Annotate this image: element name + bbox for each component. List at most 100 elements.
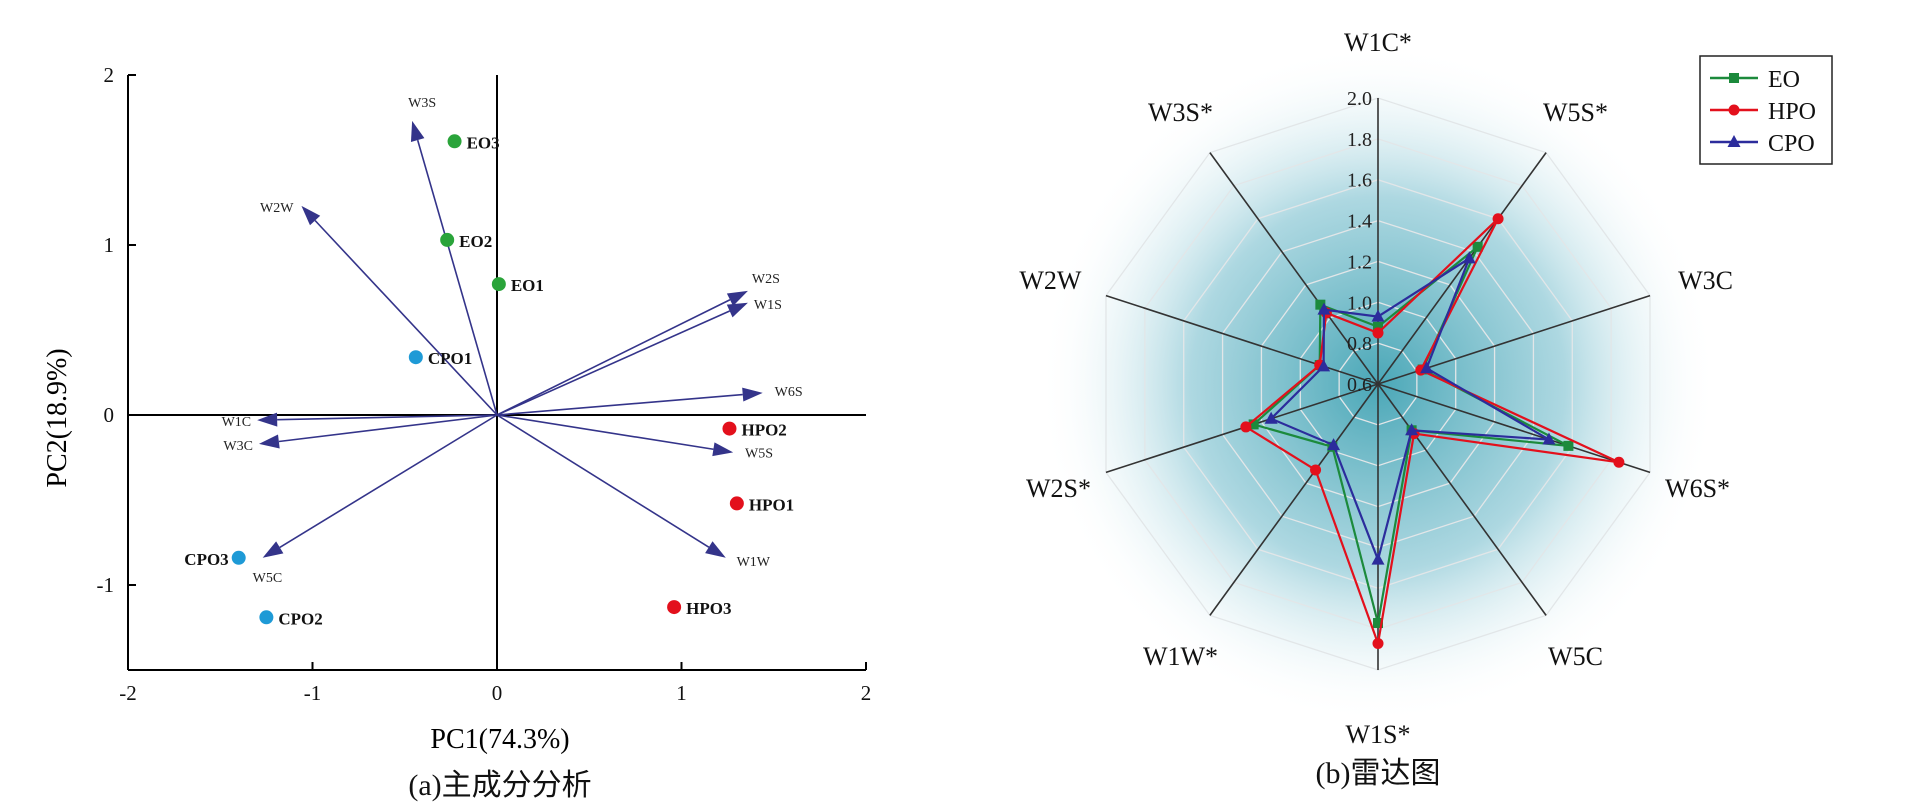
radar-point-hpo: [1372, 327, 1384, 339]
radar-legend-label: CPO: [1768, 131, 1815, 157]
pca-loading-arrow-shaft: [496, 414, 710, 548]
pca-loading-arrow-shaft: [416, 139, 498, 416]
pca-loading-arrow-head: [258, 434, 280, 449]
pca-score-point: [722, 421, 737, 436]
radar-tick-labels: 0.6 0.8 1.0 1.2 1.4 1.6 1.8 2.0: [1347, 88, 1372, 396]
radar-point-cpo: [1371, 309, 1385, 322]
pca-loading-arrow-head: [712, 442, 734, 457]
radar-point-cpo: [1264, 411, 1278, 424]
pca-x-tick-label: 2: [861, 681, 872, 705]
radar-spoke: [1377, 383, 1547, 616]
pca-loading-arrow-shaft: [277, 414, 498, 421]
radar-legend-label: HPO: [1768, 99, 1816, 125]
radar-axis-labels: W1C* W5S* W3C W6S* W5C W1S* W1W* W2S* W2W W3S*: [1019, 28, 1733, 749]
pca-score-point: [440, 232, 455, 247]
pca-loading-label: W5C: [253, 571, 283, 586]
radar-spoke: [1105, 294, 1379, 385]
pca-x-axis-label: PC1(74.3%): [430, 724, 569, 755]
pca-score-label: CPO1: [428, 349, 472, 368]
pca-loading-label: W6S: [775, 385, 803, 400]
pca-loading-label: W1S: [754, 298, 782, 313]
pca-x-tick-label: -2: [119, 681, 137, 705]
radar-legend-marker: [1729, 73, 1739, 83]
pca-score-label: CPO3: [184, 550, 228, 569]
pca-loading-arrow-head: [705, 541, 726, 558]
radar-point-hpo: [1240, 421, 1252, 433]
radar-axis-label: W3S*: [1148, 98, 1213, 127]
pca-loading-arrow-head: [301, 205, 321, 226]
pca-y-tick-label: 2: [104, 63, 115, 87]
pca-plot-area: [80, 45, 895, 728]
pca-score-label: HPO2: [741, 421, 786, 440]
radar-point-hpo: [1613, 456, 1625, 468]
radar-axis-label: W1C*: [1344, 28, 1412, 57]
radar-legend-label: EO: [1768, 67, 1800, 93]
radar-axis-label: W3C: [1678, 266, 1733, 295]
pca-score-label: HPO3: [686, 599, 731, 618]
pca-loading-arrow-head: [257, 412, 278, 427]
radar-point-cpo: [1317, 359, 1331, 372]
radar-point-hpo: [1372, 637, 1384, 649]
radar-tick-label: 1.8: [1347, 129, 1372, 151]
pca-loading-arrow-head: [742, 387, 763, 402]
radar-point-eo: [1373, 618, 1383, 629]
pca-loading-label: W3S: [408, 96, 436, 111]
pca-loading-label: W3C: [223, 439, 253, 454]
pca-loading-arrow-shaft: [496, 310, 730, 416]
radar-point-eo: [1472, 241, 1483, 252]
radar-chart: 0.6 0.8 1.0 1.2 1.4 1.6 1.8 2.0 W1C* W5S* W3C W6S*…: [995, 12, 1855, 749]
pca-x-tick-label: -1: [304, 681, 322, 705]
pca-loading-label: W5S: [745, 447, 773, 462]
radar-legend: EO HPO CPO: [1699, 55, 1833, 165]
radar-point-cpo: [1405, 423, 1419, 436]
radar-point-eo: [1248, 419, 1259, 430]
radar-tick-label: 1.4: [1347, 211, 1372, 233]
radar-point-cpo: [1420, 361, 1434, 374]
radar-axis-label: W6S*: [1665, 474, 1730, 503]
pca-loading-label: W2W: [260, 201, 294, 216]
pca-loading-label: W2S: [752, 272, 780, 287]
pca-x-tick-label: 1: [676, 681, 687, 705]
radar-axis-label: W2S*: [1026, 474, 1091, 503]
radar-point-cpo: [1462, 251, 1476, 264]
radar-tick-label: 1.0: [1347, 292, 1372, 314]
radar-point-cpo: [1371, 552, 1385, 565]
pca-y-tick-label: -1: [97, 573, 115, 597]
pca-score-label: EO1: [511, 276, 544, 295]
pca-score-point: [491, 277, 506, 292]
radar-point-cpo: [1317, 302, 1331, 315]
pca-score-point: [667, 600, 682, 615]
radar-axis-label: W2W: [1019, 266, 1082, 295]
radar-tick-label: 0.6: [1347, 374, 1372, 396]
radar-point-cpo: [1542, 432, 1556, 445]
caption-pca: (a)主成分分析: [408, 769, 592, 802]
radar-tick-label: 1.6: [1347, 170, 1372, 192]
radar-tick-label: 1.2: [1347, 251, 1372, 273]
pca-y-tick-label: 0: [104, 403, 115, 427]
radar-axis-label: W5C: [1548, 642, 1603, 671]
pca-score-point: [259, 610, 274, 625]
radar-point-cpo: [1327, 438, 1341, 451]
pca-score-point: [447, 134, 462, 149]
radar-tick-label: 0.8: [1347, 333, 1372, 355]
radar-point-eo: [1373, 321, 1383, 332]
pca-loading-arrow-head: [726, 290, 748, 307]
pca-score-points: EO3 EO2 EO1 CPO1 CPO3 CPO2 HPO2 HPO1 HPO3: [184, 133, 794, 628]
radar-point-hpo: [1310, 464, 1322, 476]
radar-point-eo: [1563, 440, 1574, 451]
radar-spoke: [1209, 152, 1379, 385]
pca-loading-arrow-head: [410, 120, 425, 143]
pca-loading-arrow-head: [262, 541, 284, 558]
pca-loading-arrow-shaft: [496, 299, 731, 416]
radar-legend-marker: [1728, 104, 1740, 116]
pca-score-label: HPO1: [749, 495, 794, 514]
pca-loading-label: W1W: [737, 555, 771, 570]
pca-y-tick-label: 1: [104, 233, 115, 257]
radar-point-hpo: [1492, 213, 1504, 225]
radar-axis-label: W1S*: [1346, 720, 1411, 749]
pca-loading-arrow-shaft: [279, 414, 498, 549]
pca-y-axis-label: PC2(18.9%): [42, 348, 73, 487]
pca-loading-arrow-shaft: [314, 219, 498, 416]
pca-loading-arrow-shaft: [278, 414, 498, 443]
pca-loading-label: W1C: [222, 415, 252, 430]
